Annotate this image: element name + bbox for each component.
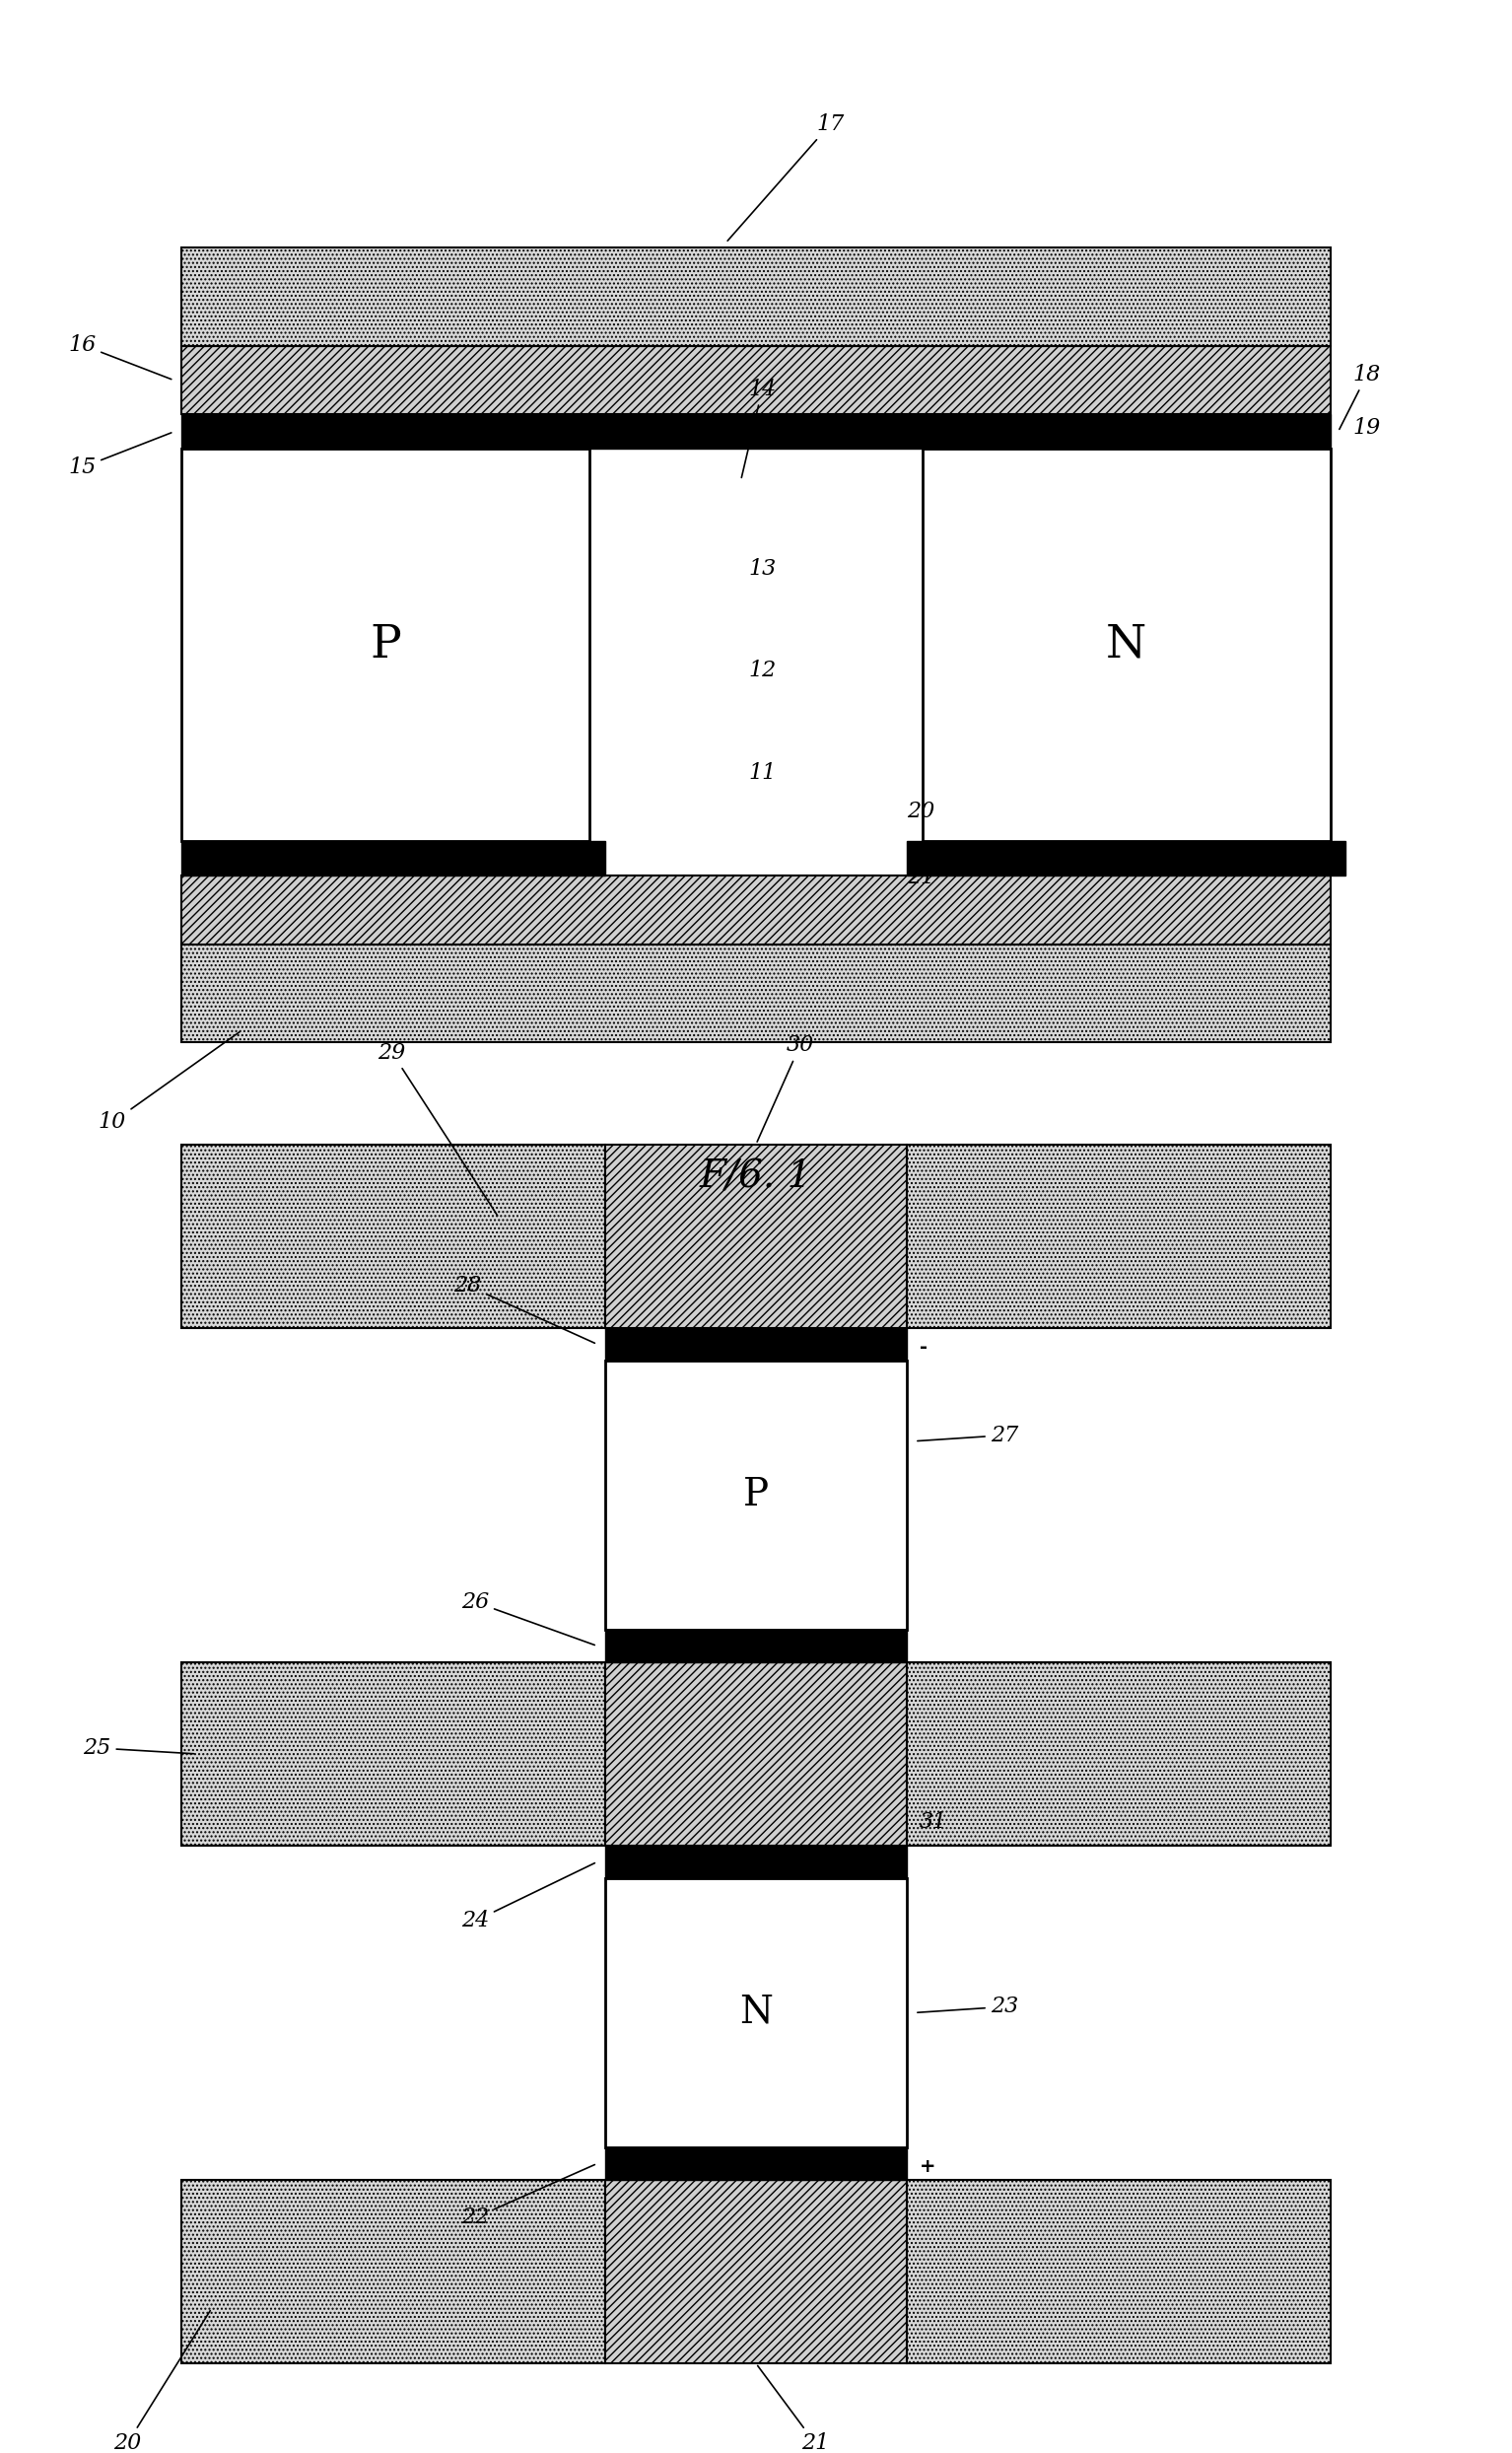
Bar [605,1359,907,1631]
Bar [181,248,1331,346]
Text: P: P [370,623,401,667]
Bar [605,2149,907,2181]
Bar [181,1663,605,1847]
Text: 20: 20 [907,800,934,822]
Bar [181,876,1331,944]
Bar [605,1847,907,1879]
Bar [907,1663,1331,1847]
Text: 16: 16 [68,334,171,380]
Bar [605,1330,907,1361]
Bar [907,1143,1331,1330]
Bar [605,1143,907,1330]
Bar [181,1143,605,1330]
Text: 15: 15 [68,432,171,478]
Bar [181,944,1331,1043]
Text: 26: 26 [461,1592,594,1646]
Bar [605,1663,907,1847]
Bar [605,1631,907,1663]
Text: N: N [739,1994,773,2031]
Text: 29: 29 [378,1043,497,1217]
Text: 10: 10 [98,1033,240,1133]
Text: 21: 21 [907,866,934,888]
Text: +: + [919,2156,936,2176]
Bar [181,2181,605,2365]
Text: 30: 30 [758,1035,813,1141]
Text: +: + [1285,856,1302,876]
Bar [181,415,1331,449]
Text: 25: 25 [83,1737,194,1759]
Text: 22: 22 [461,2164,594,2230]
Bar [605,1879,907,2149]
Bar [907,841,1346,876]
Text: 24: 24 [461,1862,594,1933]
Bar [181,449,590,841]
Text: -: - [919,1337,927,1357]
Text: 19: 19 [1353,417,1380,439]
Text: F/6. 1: F/6. 1 [700,1160,812,1195]
Text: 18: 18 [1340,363,1380,429]
Bar [181,346,1331,415]
Bar [181,841,605,876]
Bar [907,2181,1331,2365]
Text: 31: 31 [919,1810,947,1832]
Text: 12: 12 [748,660,776,682]
Bar [922,449,1331,841]
Text: 17: 17 [727,113,844,240]
Text: 28: 28 [454,1276,594,1344]
Text: 21: 21 [758,2365,829,2453]
Text: -: - [197,856,206,876]
Text: N: N [1107,623,1146,667]
Text: 20: 20 [113,2311,210,2453]
Text: 13: 13 [748,557,776,579]
Text: 14: 14 [741,378,776,478]
Text: 11: 11 [748,763,776,783]
Bar [605,2181,907,2365]
Text: 23: 23 [918,1997,1018,2019]
Text: 27: 27 [918,1425,1018,1447]
Text: P: P [742,1477,770,1514]
